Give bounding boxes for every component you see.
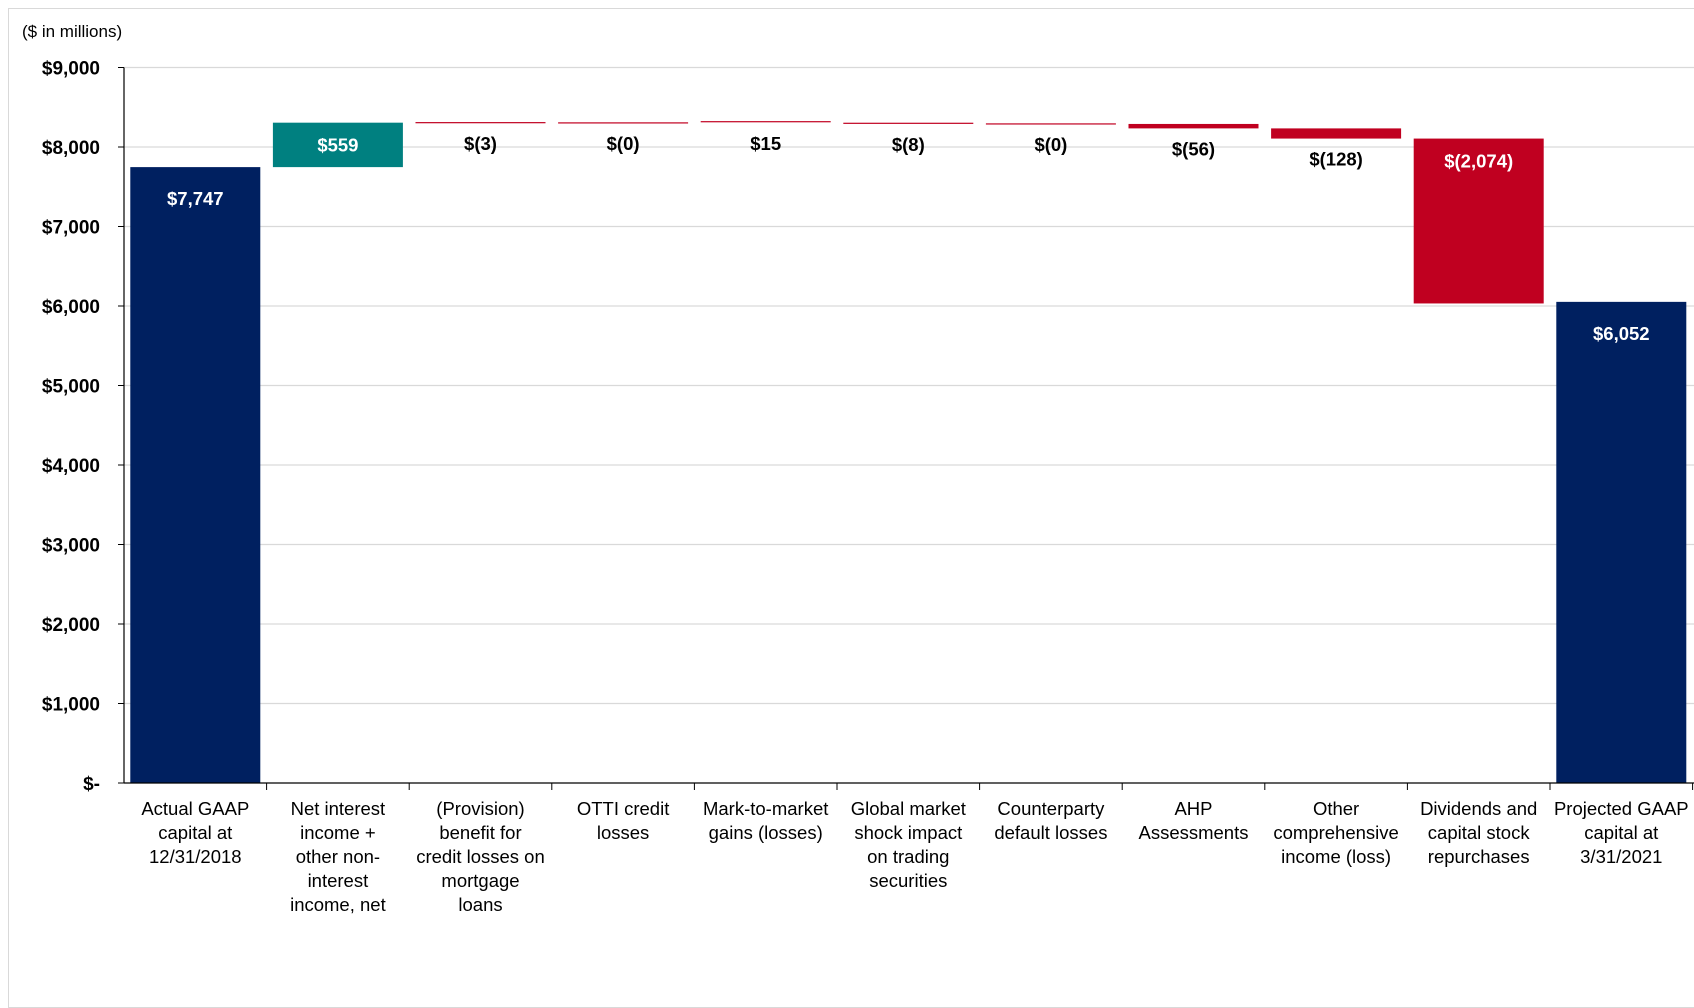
x-tick-label: income + bbox=[300, 822, 376, 843]
x-tick-label: securities bbox=[869, 870, 947, 891]
data-label: $559 bbox=[317, 135, 358, 156]
bars: $7,747 $559 $(3) $(0) $15 $(8) $(0) $(56) $(128)… bbox=[130, 121, 1687, 783]
x-tick-label: Net interest bbox=[291, 798, 386, 819]
x-tick-label: benefit for bbox=[439, 822, 521, 843]
bar bbox=[415, 122, 546, 124]
bar bbox=[1271, 128, 1402, 139]
bar bbox=[700, 121, 831, 123]
x-tick-label: Mark-to-market bbox=[703, 798, 828, 819]
x-tick-label: Dividends and bbox=[1420, 798, 1537, 819]
x-tick-label: shock impact bbox=[854, 822, 962, 843]
x-tick-label: Global market bbox=[851, 798, 966, 819]
bar bbox=[558, 122, 689, 124]
x-axis: Actual GAAP capital at 12/31/2018 Net inter… bbox=[124, 782, 1694, 915]
bar bbox=[843, 122, 974, 124]
x-tick-label: Projected GAAP bbox=[1554, 798, 1689, 819]
bar bbox=[1128, 123, 1259, 129]
x-tick-label: 12/31/2018 bbox=[149, 846, 242, 867]
y-axis: $- $1,000 $2,000 $3,000 $4,000 $5,000 $6,000 $7… bbox=[42, 59, 125, 795]
y-tick-label: $2,000 bbox=[42, 615, 100, 636]
y-tick-label: $8,000 bbox=[42, 138, 100, 159]
x-tick-label: Assessments bbox=[1138, 822, 1248, 843]
x-tick-label: comprehensive bbox=[1273, 822, 1398, 843]
x-tick-label: Actual GAAP bbox=[141, 798, 249, 819]
bar bbox=[272, 122, 403, 168]
x-tick-label: losses bbox=[597, 822, 649, 843]
bar bbox=[130, 167, 261, 783]
x-tick-label: Other bbox=[1313, 798, 1359, 819]
x-tick-label: credit losses on bbox=[416, 846, 545, 867]
bar bbox=[1556, 301, 1687, 783]
x-tick-label: on trading bbox=[867, 846, 949, 867]
data-label: $(2,074) bbox=[1444, 151, 1513, 172]
x-tick-label: loans bbox=[458, 894, 502, 915]
x-tick-label: capital at bbox=[158, 822, 232, 843]
data-label: $(0) bbox=[1034, 134, 1067, 155]
bar bbox=[1413, 138, 1544, 304]
y-tick-label: $1,000 bbox=[42, 695, 100, 716]
data-label: $(128) bbox=[1309, 149, 1362, 170]
x-tick-label: repurchases bbox=[1428, 846, 1530, 867]
y-tick-label: $5,000 bbox=[42, 377, 100, 398]
x-tick-label: interest bbox=[308, 870, 369, 891]
y-tick-label: $3,000 bbox=[42, 536, 100, 557]
waterfall-chart: ($ in millions) $- $1,000 $2,000 $3,000 $4,0… bbox=[22, 22, 1694, 915]
x-tick-label: capital at bbox=[1584, 822, 1658, 843]
x-tick-label: (Provision) bbox=[436, 798, 524, 819]
x-tick-label: AHP bbox=[1174, 798, 1212, 819]
y-tick-label: $9,000 bbox=[42, 59, 100, 80]
y-tick-label: $7,000 bbox=[42, 218, 100, 239]
y-tick-label: $- bbox=[83, 774, 100, 795]
x-tick-label: mortgage bbox=[441, 870, 519, 891]
bar bbox=[985, 123, 1116, 125]
data-label: $(56) bbox=[1172, 138, 1215, 159]
x-tick-label: income (loss) bbox=[1281, 846, 1391, 867]
data-label: $15 bbox=[750, 133, 781, 154]
gridlines bbox=[124, 66, 1694, 705]
data-label: $(3) bbox=[464, 133, 497, 154]
y-tick-label: $4,000 bbox=[42, 456, 100, 477]
x-tick-label: capital stock bbox=[1428, 822, 1531, 843]
x-tick-label: 3/31/2021 bbox=[1580, 846, 1662, 867]
data-label: $(0) bbox=[607, 133, 640, 154]
y-tick-label: $6,000 bbox=[42, 297, 100, 318]
x-tick-label: gains (losses) bbox=[709, 822, 823, 843]
x-tick-label: default losses bbox=[994, 822, 1107, 843]
data-label: $(8) bbox=[892, 134, 925, 155]
data-label: $6,052 bbox=[1593, 323, 1650, 344]
unit-label: ($ in millions) bbox=[22, 22, 122, 41]
x-tick-label: Counterparty bbox=[997, 798, 1105, 819]
x-tick-label: other non- bbox=[296, 846, 380, 867]
x-tick-label: income, net bbox=[290, 894, 386, 915]
data-label: $7,747 bbox=[167, 188, 224, 209]
x-tick-label: OTTI credit bbox=[577, 798, 670, 819]
